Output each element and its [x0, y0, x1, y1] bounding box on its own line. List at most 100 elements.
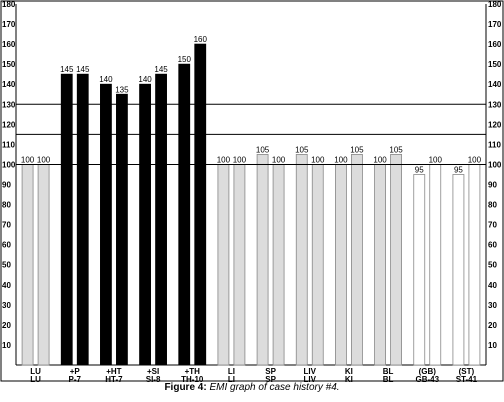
- caption-label: Figure 4:: [164, 382, 207, 393]
- bar-value-label: 100: [21, 155, 35, 164]
- group-top-label: KI: [345, 367, 353, 376]
- y-tick-label-left: 160: [2, 40, 16, 49]
- bar-value-label: 145: [60, 65, 74, 74]
- bar-value-label: 140: [138, 75, 152, 84]
- bar-value-label: 145: [154, 65, 168, 74]
- y-tick-label-right: 130: [488, 100, 502, 109]
- y-tick-label-left: 110: [2, 140, 15, 149]
- bar-value-label: 105: [350, 145, 364, 154]
- bar: [37, 164, 50, 366]
- group-top-label: LIV: [304, 367, 317, 376]
- y-tick-label-left: 170: [2, 20, 16, 29]
- y-tick-label-right: 160: [488, 40, 502, 49]
- bar: [272, 164, 285, 366]
- group-bottom-label: ST-41: [456, 375, 478, 382]
- bar: [21, 164, 34, 366]
- y-tick-label-right: 80: [488, 201, 497, 210]
- bar-value-label: 145: [76, 65, 90, 74]
- bar: [413, 174, 426, 366]
- y-tick-label-left: 20: [2, 321, 11, 330]
- y-tick-label-left: 80: [2, 201, 11, 210]
- group-top-label: LU: [30, 367, 41, 376]
- bar: [468, 164, 481, 366]
- group-bottom-label: LIV: [304, 375, 317, 382]
- bar: [390, 154, 402, 366]
- bar: [100, 83, 112, 366]
- group-top-label: +HT: [106, 367, 121, 376]
- bar-value-label: 95: [415, 165, 424, 174]
- bar: [178, 63, 191, 366]
- bar: [351, 154, 363, 366]
- caption-text: EMI graph of case history #4.: [209, 382, 340, 393]
- y-tick-label-left: 130: [2, 100, 16, 109]
- y-tick-label-left: 60: [2, 241, 11, 250]
- bar-value-label: 100: [233, 155, 247, 164]
- group-bottom-label: LU: [30, 375, 41, 382]
- y-tick-label-left: 140: [2, 80, 16, 89]
- bar: [452, 174, 465, 366]
- bar: [429, 164, 442, 366]
- bar: [256, 154, 269, 366]
- y-tick-label-left: 120: [2, 120, 16, 129]
- bar: [217, 164, 230, 366]
- group-bottom-label: SP: [265, 375, 276, 382]
- group-top-label: +SI: [147, 367, 159, 376]
- y-tick-label-right: 10: [488, 341, 497, 350]
- bar: [76, 73, 89, 366]
- bar: [335, 164, 347, 366]
- y-tick-label-left: 150: [2, 60, 16, 69]
- bar-value-label: 100: [37, 155, 51, 164]
- y-tick-label-right: 110: [488, 140, 501, 149]
- bar-value-label: 105: [389, 145, 403, 154]
- group-top-label: +TH: [185, 367, 201, 376]
- bar-value-label: 100: [373, 155, 387, 164]
- y-tick-label-right: 40: [488, 281, 497, 290]
- bar: [194, 43, 207, 366]
- group-top-label: (GB): [419, 367, 437, 376]
- bar-value-label: 100: [272, 155, 286, 164]
- bar-value-label: 100: [311, 155, 325, 164]
- group-top-label: BL: [383, 367, 394, 376]
- y-tick-label-right: 30: [488, 301, 497, 310]
- bar: [295, 154, 308, 366]
- y-tick-label-left: 90: [2, 181, 11, 190]
- y-tick-label-left: 70: [2, 221, 11, 230]
- group-top-label: (ST): [459, 367, 475, 376]
- y-tick-label-right: 60: [488, 241, 497, 250]
- y-tick-label-right: 140: [488, 80, 502, 89]
- y-tick-label-right: 100: [488, 160, 502, 169]
- group-top-label: +P: [70, 367, 81, 376]
- group-bottom-label: LI: [228, 375, 235, 382]
- y-tick-label-right: 50: [488, 261, 497, 270]
- group-bottom-label: GB-43: [415, 375, 439, 382]
- bar-value-label: 160: [194, 35, 208, 44]
- y-tick-label-right: 70: [488, 221, 497, 230]
- bar-value-label: 105: [256, 145, 270, 154]
- group-top-label: SP: [265, 367, 276, 376]
- bar-value-label: 140: [99, 75, 113, 84]
- y-tick-label-right: 120: [488, 120, 502, 129]
- bar: [139, 83, 151, 366]
- y-tick-label-right: 170: [488, 20, 502, 29]
- y-tick-label-left: 100: [2, 160, 16, 169]
- bar: [155, 73, 167, 366]
- group-bottom-label: BL: [383, 375, 394, 382]
- bar-value-label: 100: [334, 155, 348, 164]
- group-bottom-label: KI: [345, 375, 353, 382]
- group-top-label: LI: [228, 367, 235, 376]
- bar: [233, 164, 246, 366]
- bar: [311, 164, 324, 366]
- y-tick-label-right: 20: [488, 321, 497, 330]
- y-tick-label-left: 50: [2, 261, 11, 270]
- group-bottom-label: TH-10: [181, 375, 204, 382]
- y-tick-label-left: 30: [2, 301, 11, 310]
- y-tick-label-right: 90: [488, 181, 497, 190]
- bar-value-label: 100: [217, 155, 231, 164]
- y-tick-label-left: 40: [2, 281, 11, 290]
- group-bottom-label: HT-7: [105, 375, 123, 382]
- figure-caption: Figure 4: EMI graph of case history #4.: [0, 382, 504, 393]
- group-bottom-label: SI-8: [146, 375, 161, 382]
- bar: [60, 73, 73, 366]
- bar-value-label: 135: [115, 85, 129, 94]
